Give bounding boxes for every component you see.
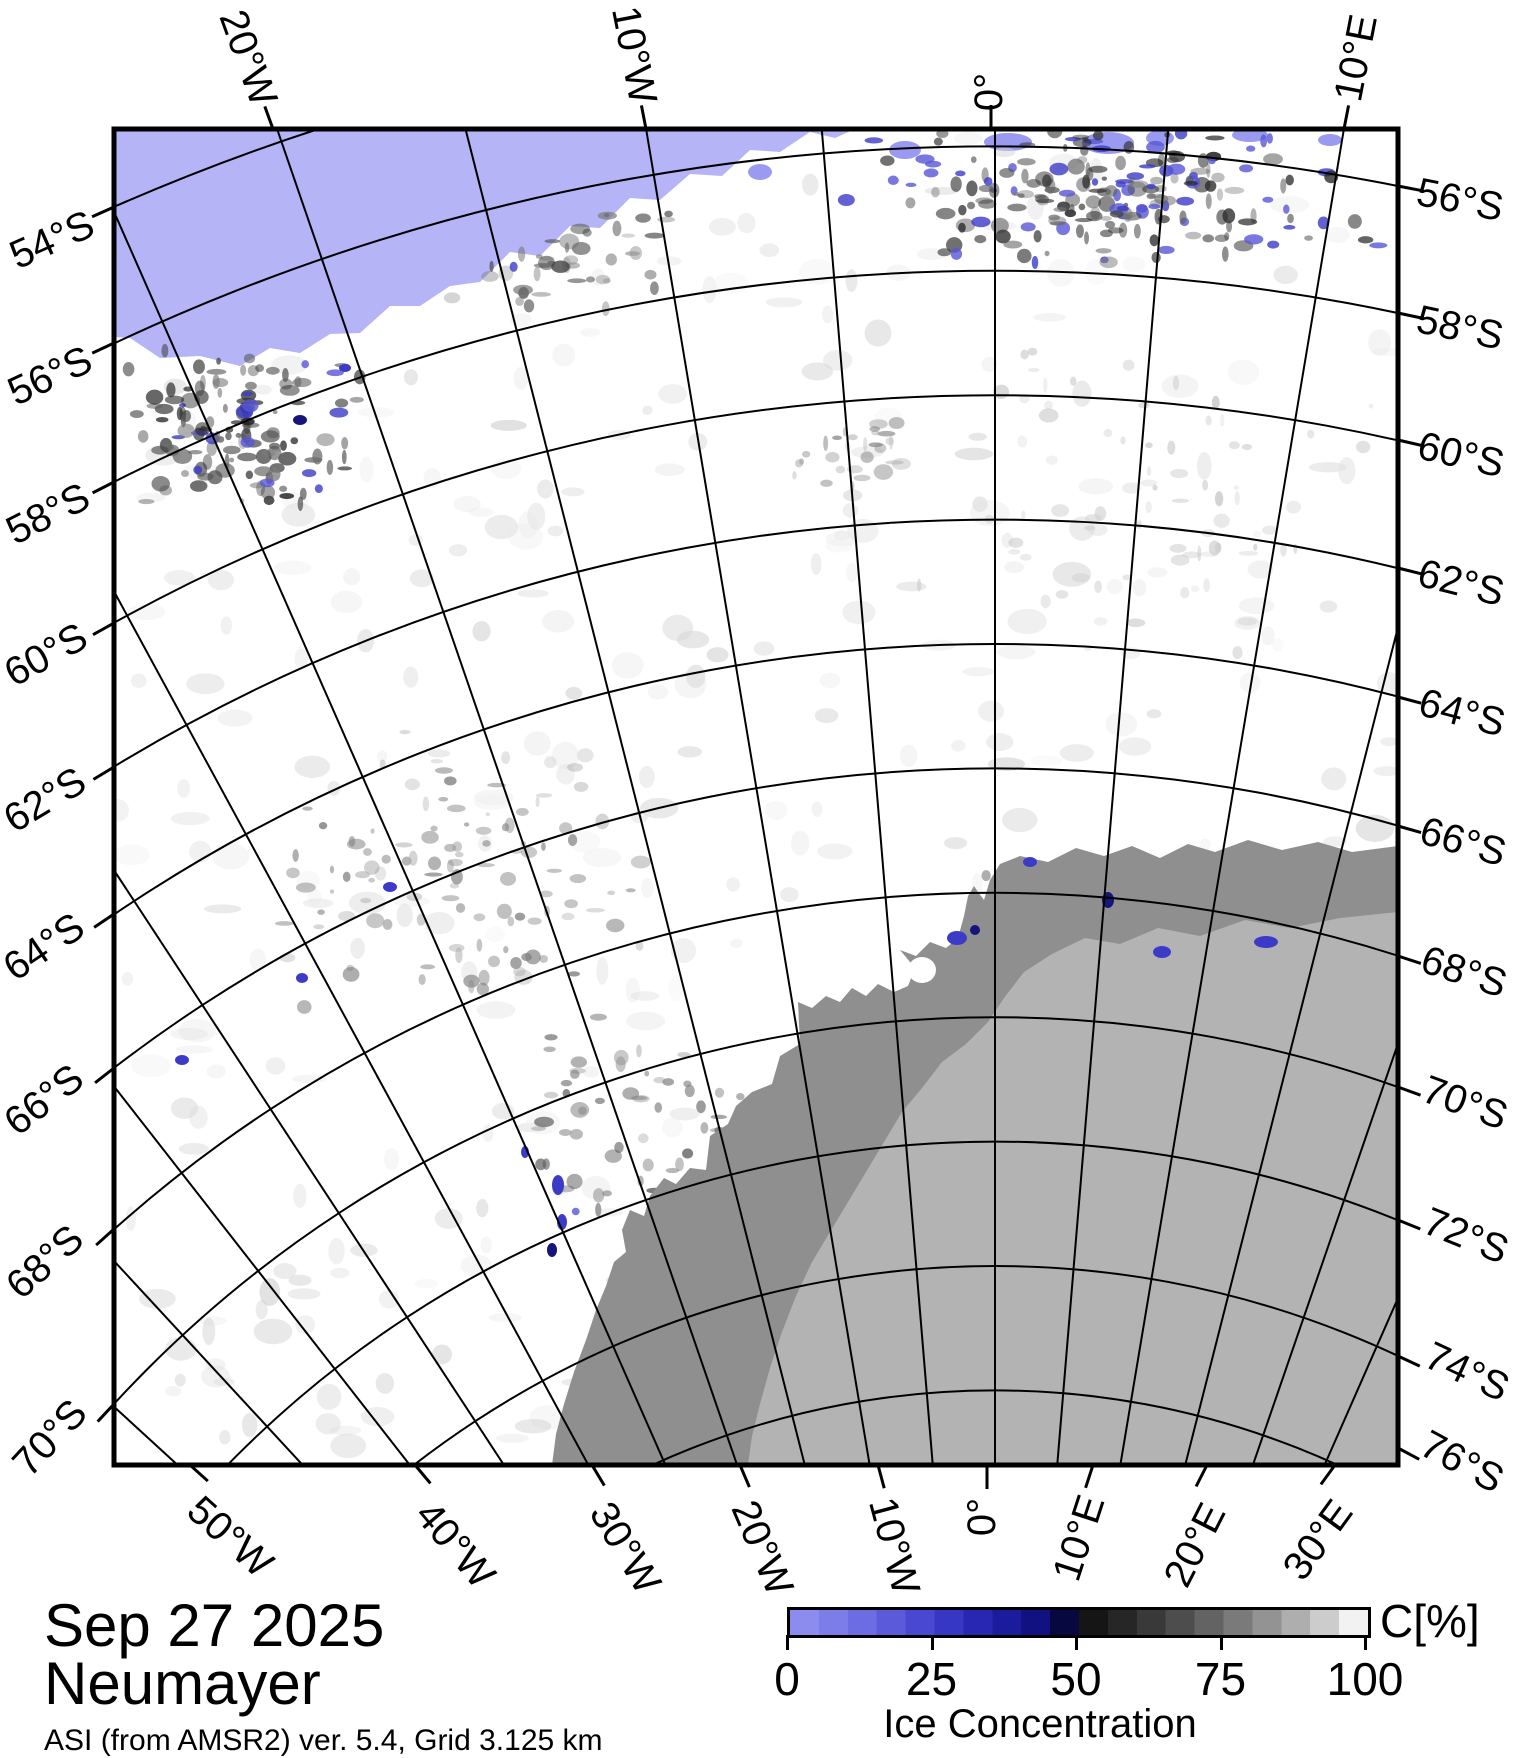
map-frame	[111, 126, 1401, 1468]
polynya-spots	[175, 364, 1278, 1257]
source-caption: ASI (from AMSR2) ver. 5.4, Grid 3.125 km	[44, 1724, 603, 1757]
water-pocket	[889, 141, 921, 159]
water-pocket	[1232, 129, 1268, 142]
water-pocket	[748, 164, 772, 180]
ice-island	[848, 144, 896, 180]
axis-ticks	[91, 105, 1422, 1489]
land-interior	[748, 912, 1398, 1465]
coastal-inlet	[908, 957, 936, 983]
date-title: Sep 27 2025	[44, 1592, 385, 1659]
station-title: Neumayer	[44, 1650, 321, 1717]
open-water-region	[114, 129, 855, 366]
lon-label-bottom: 0°	[960, 1497, 1004, 1537]
title-block: Sep 27 2025 Neumayer ASI (from AMSR2) ve…	[44, 1596, 603, 1758]
lon-label-top: 0°	[967, 72, 1011, 112]
water-pocket	[1318, 134, 1342, 146]
